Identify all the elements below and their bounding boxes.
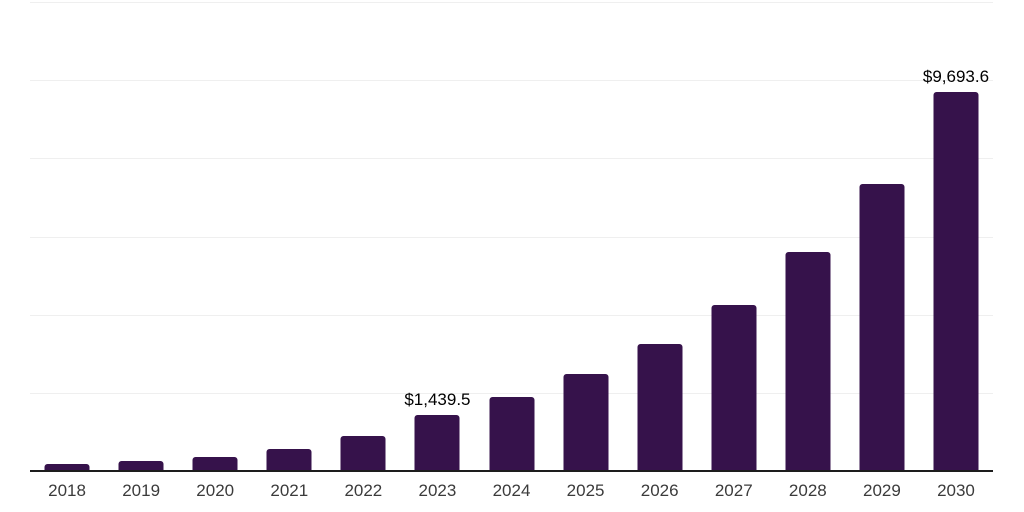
x-tick-label-2025: 2025 [566,481,605,500]
x-tick-label-2018: 2018 [48,481,86,500]
gridlines [30,2,993,471]
x-tick-label-2028: 2028 [788,481,827,500]
bar-2024[interactable] [489,397,534,471]
x-tick-label-2022: 2022 [344,481,383,500]
bar-slot-2023: $1,439.5 [400,2,474,471]
bar-slot-2026 [623,2,697,471]
bar-slot-2027 [697,2,771,471]
x-tick-label-2020: 2020 [196,481,235,500]
x-tick-label-2026: 2026 [640,481,679,500]
bar-slot-2020 [178,2,252,471]
gridline [30,80,993,82]
bar-2020[interactable] [192,456,238,471]
bar-2026[interactable] [637,344,683,471]
bar-slot-2025 [549,2,623,471]
gridline [30,158,993,160]
gridline [30,2,993,3]
bar-2023[interactable] [414,414,460,471]
bar-2022[interactable] [340,436,386,471]
bar-slot-2028 [771,2,845,471]
x-tick-label-2027: 2027 [714,481,753,500]
x-tick-label-2019: 2019 [122,481,161,500]
bar-2029[interactable] [859,183,905,471]
bar-slot-2030: $9,693.6 [919,2,993,471]
bar-slot-2019 [104,2,178,471]
data-label-2030: $9,693.6 [922,67,990,87]
bar-2021[interactable] [266,448,312,471]
gridline [30,236,993,238]
bar-2030[interactable] [933,92,979,471]
bars-row: $1,439.5 $9,693.6 [30,2,993,471]
bar-slot-2021 [252,2,326,471]
x-axis-line [30,470,993,472]
bar-slot-2029 [845,2,919,471]
bar-slot-2022 [326,2,400,471]
plot-area: $1,439.5 $9,693.6 [30,2,993,472]
bar-2018[interactable] [44,463,90,471]
gridline [30,314,993,316]
x-tick-label-2024: 2024 [492,481,531,500]
x-tick-label-2021: 2021 [270,481,309,500]
x-tick-label-2029: 2029 [862,481,901,500]
bar-2028[interactable] [785,252,831,471]
bar-slot-2024 [474,2,548,471]
x-tick-label-2030: 2030 [937,481,975,500]
data-label-2023: $1,439.5 [404,389,471,409]
bar-2027[interactable] [711,305,757,471]
bar-2019[interactable] [118,461,164,471]
x-tick-label-2023: 2023 [418,481,457,500]
gridline [30,392,993,394]
x-axis-labels: 2018 2019 2020 2021 2022 2023 2024 2025 2026 2027… [30,481,993,501]
bar-slot-2018 [30,2,104,471]
bar-2025[interactable] [563,374,609,471]
